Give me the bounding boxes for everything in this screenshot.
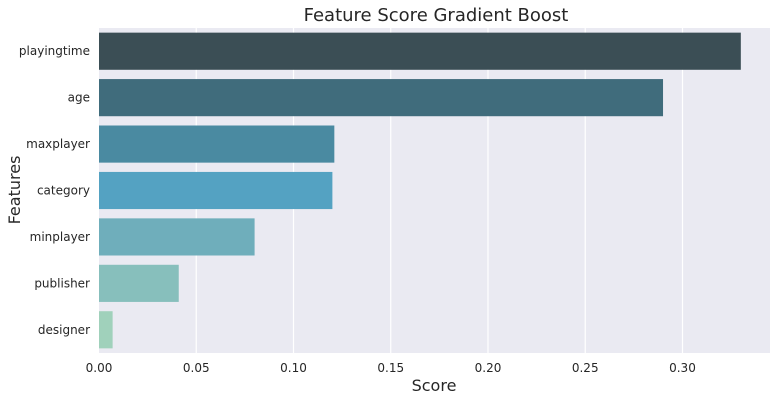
x-tick-labels: 0.00 0.05 0.10 0.15 0.20 0.25 0.30	[86, 361, 696, 375]
x-tick-label: 0.30	[669, 361, 696, 375]
x-axis-label: Score	[412, 376, 457, 395]
bar-category	[99, 171, 333, 210]
y-tick-label: publisher	[34, 276, 90, 290]
bars	[99, 32, 741, 349]
y-tick-label: category	[37, 184, 90, 198]
bar-minplayer	[99, 218, 255, 256]
y-axis-label: Features	[5, 156, 24, 225]
x-tick-label: 0.25	[572, 361, 599, 375]
bar-age	[99, 79, 664, 117]
y-tick-label: age	[68, 91, 90, 105]
x-tick-label: 0.10	[280, 361, 307, 375]
x-tick-label: 0.15	[377, 361, 404, 375]
chart-title: Feature Score Gradient Boost	[304, 5, 569, 26]
x-tick-label: 0.20	[475, 361, 502, 375]
y-tick-label: designer	[38, 323, 90, 337]
bar-designer	[99, 311, 113, 349]
x-tick-label: 0.00	[86, 361, 113, 375]
y-tick-label: minplayer	[30, 230, 90, 244]
y-tick-label: maxplayer	[26, 137, 90, 151]
bar-maxplayer	[99, 125, 335, 163]
y-tick-labels: playingtime age maxplayer category minplayer…	[19, 44, 90, 337]
bar-playingtime	[99, 32, 741, 70]
y-tick-label: playingtime	[19, 44, 90, 58]
bar-publisher	[99, 264, 179, 302]
x-tick-label: 0.05	[183, 361, 210, 375]
